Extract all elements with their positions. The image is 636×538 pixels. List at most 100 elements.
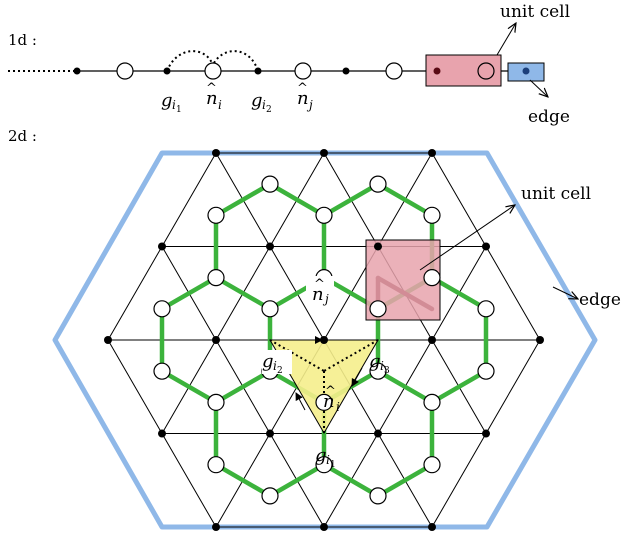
gauge-link <box>431 433 487 528</box>
label-n-hat-j: ^ n j <box>297 81 313 112</box>
gauge-site <box>212 523 220 532</box>
honeycomb-bond <box>375 181 435 218</box>
dotted-gi2-ni <box>269 339 325 372</box>
gauge-site <box>482 429 490 438</box>
gauge-site <box>266 429 274 438</box>
site-gauge <box>163 67 171 75</box>
site-matter-cell <box>477 62 495 80</box>
gauge-site <box>374 429 382 438</box>
matter-site <box>477 362 495 380</box>
triangle-arrow-left <box>295 392 306 411</box>
gauge-site <box>374 242 382 251</box>
label-g-i2-2d: g i 2 <box>262 350 292 376</box>
matter-site <box>369 487 387 505</box>
svg-text:g: g <box>262 351 274 372</box>
matter-site <box>369 362 387 380</box>
svg-text:j: j <box>322 292 329 306</box>
label-g-i3-2d: g i 3 <box>369 351 390 376</box>
svg-text:n: n <box>323 391 335 412</box>
svg-text:n: n <box>206 88 218 109</box>
svg-text:i: i <box>172 98 176 112</box>
matter-site <box>261 175 279 193</box>
matter-site <box>477 300 495 318</box>
svg-text:1: 1 <box>330 460 336 470</box>
svg-text:1: 1 <box>176 105 182 115</box>
honeycomb-bond <box>159 368 219 405</box>
honeycomb-bond <box>429 275 489 312</box>
honeycomb-bond <box>213 368 273 405</box>
matter-site <box>315 206 333 224</box>
gauge-site <box>212 148 220 157</box>
edge-arrow-2d <box>552 286 578 299</box>
matter-site <box>315 393 333 411</box>
edge-arrow-1d <box>529 79 548 97</box>
matter-site <box>261 487 279 505</box>
panel-2d-label: 2d : <box>8 127 37 145</box>
gauge-link <box>431 152 487 247</box>
matter-site <box>207 393 225 411</box>
matter-site <box>315 456 333 474</box>
gauge-link <box>161 152 217 247</box>
gauge-site <box>482 242 490 251</box>
svg-text:^: ^ <box>325 384 336 399</box>
gauge-site <box>212 336 220 344</box>
svg-text:^: ^ <box>314 277 325 292</box>
honeycomb-bond <box>429 368 489 405</box>
dotted-arc-right <box>213 50 259 72</box>
dotted-arc-left <box>166 50 213 72</box>
gauge-site <box>320 523 328 532</box>
gauge-link <box>107 245 163 341</box>
svg-text:^: ^ <box>297 81 308 96</box>
gauge-link <box>485 245 541 341</box>
site-gauge <box>73 67 81 75</box>
gauge-link <box>161 433 217 528</box>
site-gauge <box>342 67 350 75</box>
honeycomb-bond <box>375 368 435 405</box>
edge-label-2d: edge <box>579 290 621 310</box>
site-matter <box>294 62 312 80</box>
honeycomb-bond <box>267 181 327 218</box>
gauge-site <box>266 242 274 251</box>
edge-label-1d: edge <box>528 107 570 127</box>
honeycomb-bond <box>213 462 273 499</box>
svg-text:i: i <box>380 359 384 373</box>
site-gauge-edge <box>522 67 530 75</box>
label-g-i2: g i 2 <box>251 90 272 115</box>
svg-text:g: g <box>161 90 173 111</box>
honeycomb-bond <box>159 275 219 312</box>
gauge-site <box>428 523 436 532</box>
gauge-link <box>485 339 541 435</box>
svg-text:i: i <box>273 359 277 373</box>
label-n-hat-j-2d: ^ n j <box>306 276 334 306</box>
matter-site <box>423 393 441 411</box>
gauge-link <box>107 339 163 435</box>
svg-text:i: i <box>262 98 266 112</box>
site-gauge <box>254 67 262 75</box>
gauge-site <box>104 336 112 344</box>
gauge-site <box>158 429 166 438</box>
triangle-arrow-right <box>351 367 363 387</box>
matter-site <box>423 269 441 287</box>
matter-site <box>207 456 225 474</box>
matter-site <box>153 362 171 380</box>
unit-cell-arrow-1d <box>496 23 516 56</box>
site-matter <box>385 62 403 80</box>
honeycomb-bond <box>213 275 273 312</box>
label-n-hat-i-2d: ^ n i <box>323 384 340 414</box>
gauge-site <box>536 336 544 344</box>
matter-site <box>423 456 441 474</box>
svg-text:n: n <box>312 284 324 305</box>
matter-site <box>369 175 387 193</box>
svg-text:g: g <box>315 445 327 466</box>
svg-text:n: n <box>297 88 309 109</box>
matter-site <box>261 300 279 318</box>
svg-text:^: ^ <box>206 81 217 96</box>
label-g-i1: g i 1 <box>161 90 182 115</box>
site-gauge-cell <box>433 67 441 75</box>
matter-site <box>369 300 387 318</box>
unit-cell-label-2d: unit cell <box>521 184 591 204</box>
gauge-site <box>428 148 436 157</box>
matter-site <box>207 206 225 224</box>
svg-text:2: 2 <box>266 105 272 115</box>
gauge-site <box>428 336 436 344</box>
